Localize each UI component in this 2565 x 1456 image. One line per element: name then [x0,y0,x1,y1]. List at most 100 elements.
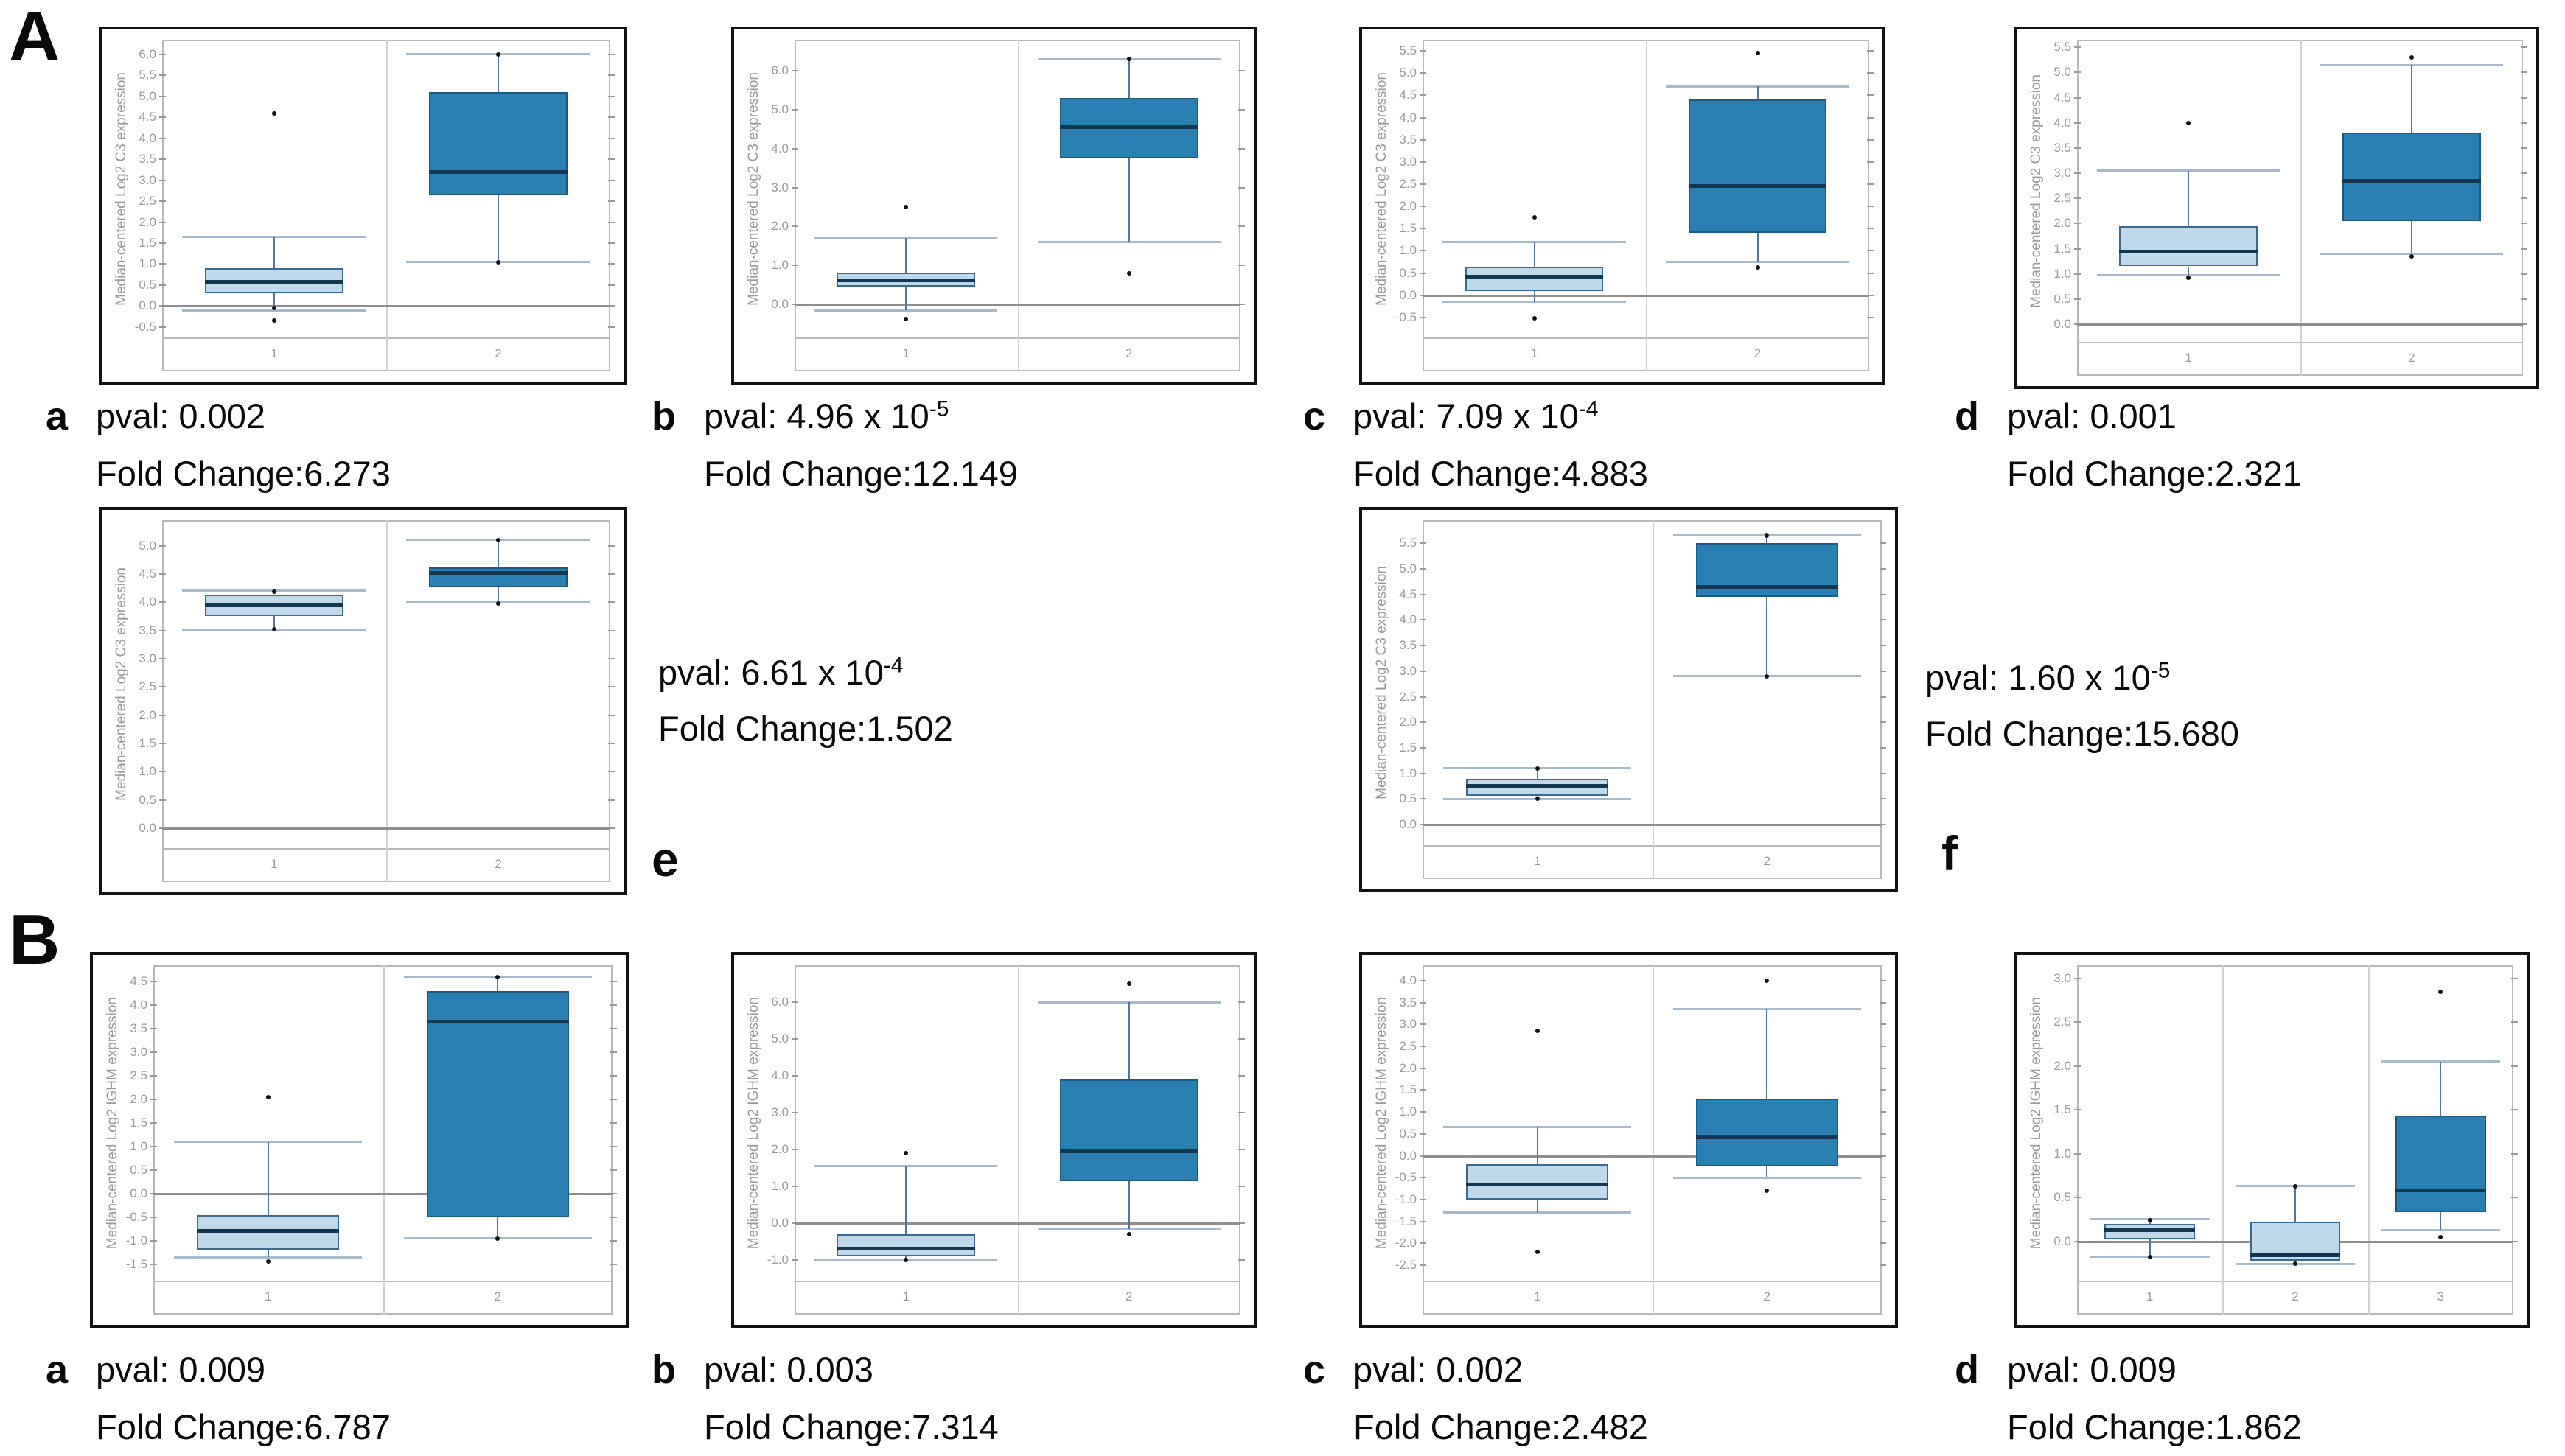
outlier-point [496,537,500,542]
y-tick-mark-right [1238,304,1245,306]
boxplot-B-b: Median-centered Log2 IGHM expression 6.0 5… [731,952,1257,1328]
outlier-point [496,259,500,265]
caption-A-b: b pval: 4.96 x 10-5 Fold Change:12.149 [652,388,1018,503]
y-tick-label: 5.0 [771,1032,789,1046]
outlier-point [1126,981,1131,987]
box [2342,133,2481,221]
y-tick-mark [2074,197,2081,200]
y-tick-mark [1420,1023,1426,1026]
y-tick-mark-right [1880,772,1886,774]
y-tick-mark [792,1001,798,1004]
whisker-stem-lower [1536,1200,1538,1213]
whisker-stem-lower [273,615,275,630]
y-tick-mark [159,116,166,119]
y-tick-label: 0.0 [139,298,156,313]
y-tick-mark [1420,272,1426,274]
x-category-label: 3 [2437,1289,2445,1303]
y-tick-mark [792,70,798,72]
category-divider [1017,40,1019,371]
outlier-point [2293,1261,2297,1267]
y-tick-mark [1420,772,1426,774]
whisker-cap-low [2381,1228,2501,1231]
y-tick-mark-right [1238,1112,1245,1114]
y-tick-mark [1420,250,1426,252]
plot-letter: d [1955,1348,1979,1392]
y-tick-mark [1420,619,1426,621]
y-tick-mark-right [1238,1259,1245,1261]
x-category-label: 1 [2185,351,2192,365]
y-tick-mark-right [1880,1023,1886,1026]
y-tick-mark-right [610,1216,617,1218]
whisker-stem-upper [1766,1009,1768,1099]
fold-change-text: Fold Change:4.883 [1353,454,1648,493]
y-tick-mark [159,326,166,328]
y-tick-mark-right [610,1145,617,1147]
x-category-label: 1 [1534,854,1541,868]
x-category-label: 2 [2292,1289,2299,1303]
y-tick-mark-right [1880,645,1886,647]
x-category-label: 1 [265,1289,272,1303]
median-line [1465,274,1604,279]
y-tick-mark-right [610,1192,617,1194]
median-line [1466,1182,1609,1186]
y-tick-mark-right [1880,1199,1886,1201]
y-tick-label: 3.5 [1399,638,1417,653]
y-tick-label: 2.5 [1399,176,1417,191]
boxplot-A-a: Median-centered Log2 C3 expression 6.0 5.5… [99,27,627,385]
y-tick-mark-right [608,242,615,244]
outlier-point [1765,673,1770,679]
boxplot-B-c: Median-centered Log2 IGHM expression 4.0 3… [1359,952,1898,1328]
y-tick-mark [1420,139,1426,141]
caption-text: pval: 0.002 Fold Change:6.273 [96,388,391,503]
plot-letter: b [652,1348,676,1392]
whisker-stem-lower [498,195,499,262]
y-tick-mark-right [1867,161,1874,163]
y-tick-mark-right [1238,186,1245,189]
y-tick-mark-right [608,601,615,603]
y-tick-mark [2074,1021,2081,1023]
y-tick-mark-right [610,1051,617,1054]
y-tick-label: 3.0 [130,1045,147,1060]
y-tick-mark-right [1238,265,1245,267]
outlier-point [272,589,276,595]
outlier-point [1532,215,1537,220]
y-tick-label: 1.0 [1399,243,1417,258]
y-axis-label: Median-centered Log2 IGHM expression [744,965,764,1281]
outlier-point [2293,1183,2297,1189]
x-category-label: 2 [1126,1289,1133,1303]
zero-line [795,304,1240,307]
y-tick-mark-right [608,305,615,307]
y-tick-mark [159,545,166,547]
outlier-point [496,601,500,606]
y-tick-mark [1420,593,1426,595]
median-line [197,1229,340,1233]
y-tick-label: 2.0 [771,219,789,234]
plot-frame [2077,965,2513,1315]
y-tick-mark [150,981,157,983]
whisker-stem-upper [1128,1002,1130,1080]
outlier-point [904,1258,909,1263]
y-tick-mark [150,1004,157,1007]
box [1695,1099,1838,1167]
y-tick-label: -0.5 [1395,1170,1417,1185]
y-tick-label: 1.5 [1399,1082,1417,1097]
y-axis-label: Median-centered Log2 IGHM expression [1372,965,1392,1281]
y-tick-mark [1420,542,1426,545]
outlier-point [904,205,909,210]
y-tick-mark-right [608,53,615,55]
y-tick-label: 2.0 [771,1142,789,1157]
y-tick-mark [1420,1264,1426,1267]
x-category-label: 1 [271,857,278,871]
y-tick-label: 3.0 [1399,663,1417,678]
x-category-label: 1 [1530,346,1538,360]
stats-text-A-e: pval: 6.61 x 10-4 Fold Change:1.502 [658,645,953,757]
y-tick-mark [1420,116,1426,119]
median-line [2342,178,2481,183]
y-tick-mark-right [608,74,615,77]
y-tick-mark-right [610,1122,617,1124]
y-tick-label: 1.0 [139,256,156,271]
y-tick-label: 2.5 [139,679,156,694]
y-tick-mark-right [608,179,615,181]
y-tick-mark-right [2521,298,2527,300]
y-tick-mark [159,771,166,773]
